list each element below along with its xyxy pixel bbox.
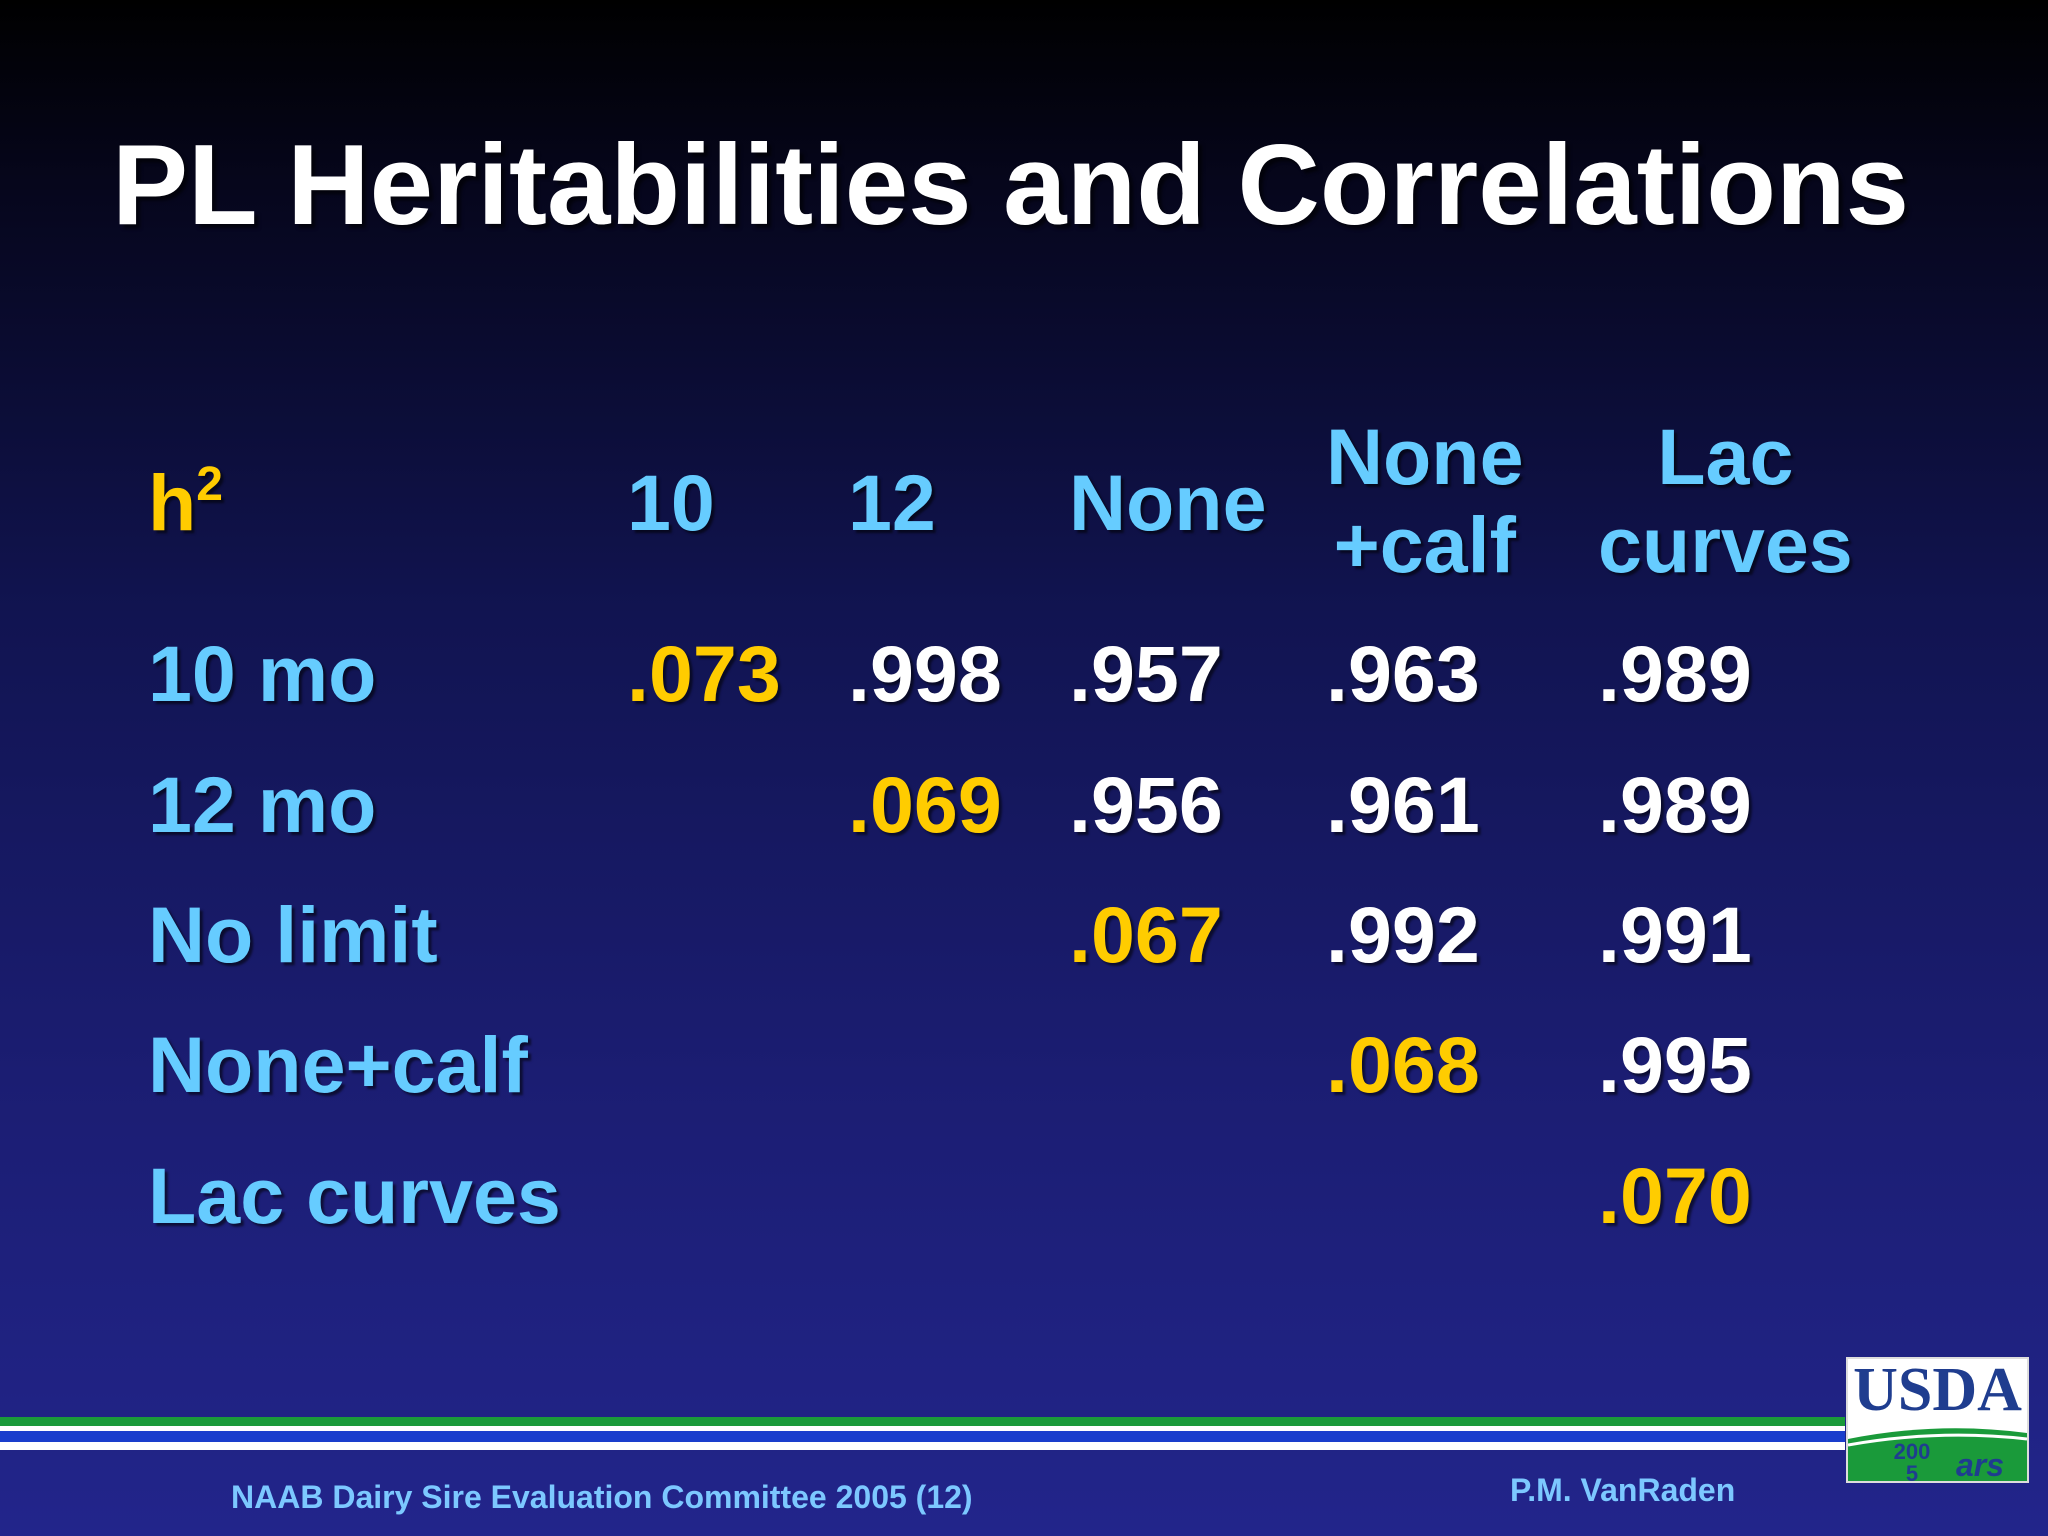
row-label-lac-curves: Lac curves — [148, 1151, 561, 1240]
slide-title: PL Heritabilities and Correlations — [112, 122, 1910, 249]
col-header-lac-curves-line1: Lac — [1657, 412, 1794, 501]
h2-label: h — [148, 458, 197, 547]
footer-stripe-blue — [0, 1431, 1845, 1442]
cell-correlation: .963 — [1326, 629, 1480, 718]
cell-correlation: .957 — [1069, 629, 1223, 718]
col-header-none-calf-line2: +calf — [1333, 500, 1516, 589]
cell-correlation: .998 — [848, 629, 1002, 718]
row-label-10mo: 10 mo — [148, 629, 377, 718]
cell-heritability: .069 — [848, 760, 1002, 849]
cell-correlation: .989 — [1598, 760, 1752, 849]
cell-heritability: .068 — [1326, 1020, 1480, 1109]
footer-stripe-white-top — [0, 1426, 1845, 1431]
row-label-no-limit: No limit — [148, 890, 438, 979]
footer-author: P.M. VanRaden — [1510, 1472, 1736, 1508]
cell-correlation: .991 — [1598, 890, 1752, 979]
cell-correlation: .961 — [1326, 760, 1480, 849]
cell-correlation: .992 — [1326, 890, 1480, 979]
col-header-10: 10 — [627, 458, 715, 547]
cell-heritability: .073 — [627, 629, 781, 718]
col-header-none: None — [1069, 458, 1267, 547]
usda-logo-swoosh — [1848, 1428, 2027, 1481]
cell-correlation: .995 — [1598, 1020, 1752, 1109]
row-label-12mo: 12 mo — [148, 760, 377, 849]
cell-correlation: .956 — [1069, 760, 1223, 849]
row-label-none-calf: None+calf — [148, 1020, 528, 1109]
col-header-none-calf-line1: None — [1326, 412, 1524, 501]
ars-mark: ars — [1956, 1447, 2005, 1483]
h2-header: h2 — [148, 461, 223, 543]
usda-logo: USDA 2005 ars — [1846, 1357, 2029, 1483]
col-header-lac-curves-line2: curves — [1598, 500, 1853, 589]
col-header-none-calf: None +calf — [1326, 413, 1524, 589]
footer-stripe-white-bottom — [0, 1442, 1845, 1450]
cell-correlation: .989 — [1598, 629, 1752, 718]
logo-year: 2005 — [1893, 1439, 1931, 1483]
col-header-lac-curves: Lac curves — [1598, 413, 1853, 589]
col-header-12: 12 — [848, 458, 936, 547]
footer-stripe-green — [0, 1417, 1845, 1426]
cell-heritability: .070 — [1598, 1151, 1752, 1240]
cell-heritability: .067 — [1069, 890, 1223, 979]
h2-superscript: 2 — [196, 458, 223, 511]
footer-committee: NAAB Dairy Sire Evaluation Committee 200… — [231, 1479, 973, 1515]
usda-logo-text: USDA — [1853, 1357, 2022, 1424]
